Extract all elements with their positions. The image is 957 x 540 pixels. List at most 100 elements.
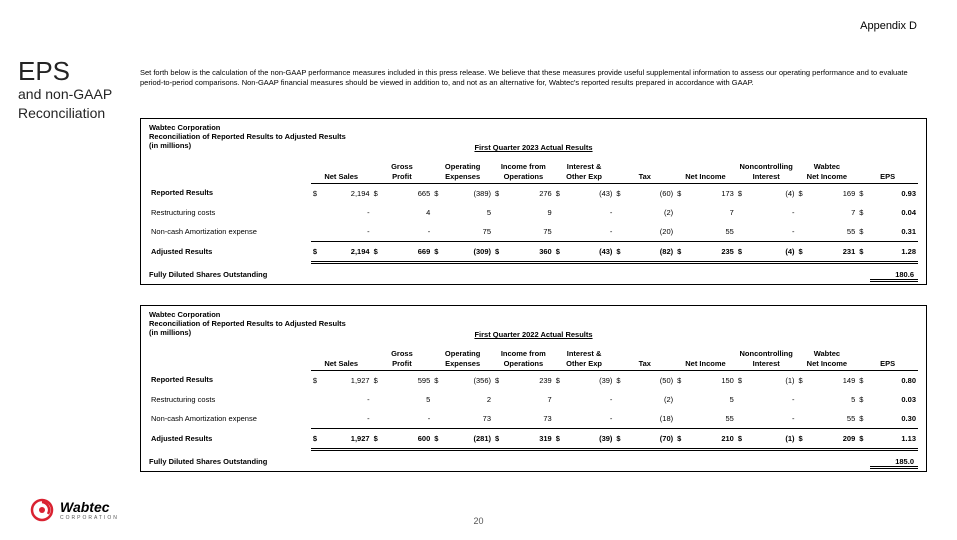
col-header-top: Gross [372, 349, 433, 359]
cell-value: 669 [384, 241, 433, 261]
col-header-top: Gross [372, 162, 433, 172]
col-header-top [614, 349, 675, 359]
cell-dollar: $ [554, 241, 566, 261]
cell-value: (309) [444, 241, 493, 261]
cell-dollar [311, 409, 323, 429]
cell-value: (20) [627, 222, 676, 242]
title-sub1: and non-GAAP [18, 86, 138, 103]
cell-dollar: $ [857, 241, 869, 261]
cell-dollar: $ [857, 203, 869, 222]
cell-dollar [493, 409, 505, 429]
cell-value: (389) [444, 183, 493, 203]
cell-dollar: $ [857, 428, 869, 448]
cell-value: (4) [748, 241, 797, 261]
cell-value: 5 [444, 203, 493, 222]
cell-value: 2 [444, 390, 493, 409]
cell-dollar [797, 390, 809, 409]
cell-value: - [323, 222, 372, 242]
cell-value: 73 [505, 409, 554, 429]
cell-value: (43) [566, 241, 615, 261]
cell-value: 73 [444, 409, 493, 429]
cell-value: - [748, 409, 797, 429]
cell-dollar [736, 222, 748, 242]
cell-dollar: $ [432, 428, 444, 448]
table-recon-title: Reconciliation of Reported Results to Ad… [149, 132, 918, 141]
title-block: EPS and non-GAAP Reconciliation [18, 58, 138, 122]
cell-value: 55 [809, 222, 858, 242]
appendix-label: Appendix D [860, 20, 917, 32]
cell-value: (39) [566, 428, 615, 448]
col-header-top: Income from [493, 349, 554, 359]
adjusted-row: Adjusted Results$2,194$669$(309)$360$(43… [149, 241, 918, 261]
reconciliation-table-2022: Wabtec CorporationReconciliation of Repo… [140, 305, 927, 472]
cell-dollar [554, 409, 566, 429]
col-header-top [614, 162, 675, 172]
cell-dollar: $ [857, 390, 869, 409]
cell-value: - [748, 222, 797, 242]
col-header: Net Sales [311, 172, 372, 183]
row-label: Restructuring costs [149, 390, 311, 409]
cell-dollar [614, 203, 626, 222]
col-header: Interest [736, 359, 797, 370]
cell-dollar [311, 203, 323, 222]
cell-dollar: $ [311, 428, 323, 448]
cell-dollar: $ [797, 428, 809, 448]
cell-dollar: $ [432, 370, 444, 390]
cell-dollar: $ [372, 370, 384, 390]
cell-value: 150 [687, 370, 736, 390]
cell-dollar: $ [675, 428, 687, 448]
cell-value: 7 [505, 390, 554, 409]
cell-value: 235 [687, 241, 736, 261]
cell-value: 9 [505, 203, 554, 222]
cell-value: - [566, 390, 615, 409]
table-row: Reported Results$1,927$595$(356)$239$(39… [149, 370, 918, 390]
fdso-row: Fully Diluted Shares Outstanding180.6 [149, 270, 918, 280]
cell-value: (82) [627, 241, 676, 261]
col-header: Tax [614, 172, 675, 183]
cell-dollar: $ [614, 241, 626, 261]
cell-dollar: $ [675, 241, 687, 261]
cell-dollar: $ [311, 241, 323, 261]
cell-value: - [748, 203, 797, 222]
cell-dollar [554, 222, 566, 242]
cell-value: 239 [505, 370, 554, 390]
col-header: Profit [372, 172, 433, 183]
cell-value: (43) [566, 183, 615, 203]
cell-dollar: $ [797, 370, 809, 390]
cell-value: - [566, 409, 615, 429]
cell-value: 0.30 [869, 409, 918, 429]
col-header: EPS [857, 359, 918, 370]
col-header: Tax [614, 359, 675, 370]
period-header: First Quarter 2023 Actual Results [474, 143, 592, 152]
wabtec-swirl-icon [30, 498, 54, 522]
cell-dollar [614, 409, 626, 429]
logo-subtext: CORPORATION [60, 515, 119, 521]
cell-dollar: $ [554, 183, 566, 203]
cell-value: - [384, 409, 433, 429]
cell-dollar [675, 390, 687, 409]
cell-dollar: $ [432, 183, 444, 203]
col-header: Net Income [797, 359, 858, 370]
cell-dollar [736, 203, 748, 222]
cell-dollar: $ [675, 370, 687, 390]
cell-value: 1.28 [869, 241, 918, 261]
table-corp: Wabtec Corporation [149, 310, 918, 319]
cell-value: 5 [687, 390, 736, 409]
cell-dollar [493, 222, 505, 242]
cell-dollar [493, 203, 505, 222]
cell-value: 231 [809, 241, 858, 261]
col-header-top: Noncontrolling [736, 349, 797, 359]
cell-dollar: $ [311, 183, 323, 203]
cell-value: (1) [748, 370, 797, 390]
cell-dollar: $ [372, 183, 384, 203]
cell-dollar [432, 222, 444, 242]
table-row: Restructuring costs-527-(2)5-5$0.03 [149, 390, 918, 409]
cell-value: (18) [627, 409, 676, 429]
table-corp: Wabtec Corporation [149, 123, 918, 132]
cell-value: 75 [444, 222, 493, 242]
cell-value: 360 [505, 241, 554, 261]
cell-dollar [372, 409, 384, 429]
cell-dollar [736, 390, 748, 409]
cell-dollar: $ [493, 370, 505, 390]
cell-value: 5 [809, 390, 858, 409]
